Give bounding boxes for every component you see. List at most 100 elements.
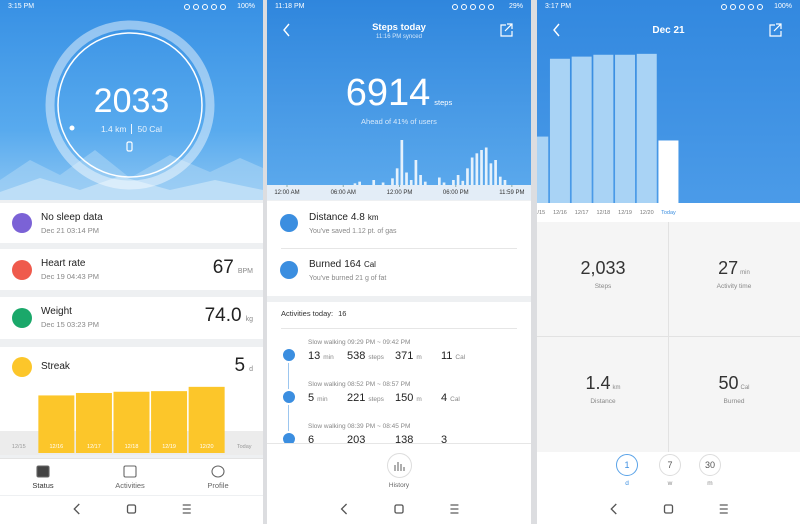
bar xyxy=(494,160,497,185)
status-icon xyxy=(757,4,763,10)
nav-bg xyxy=(537,496,800,524)
stat-value: 138 xyxy=(395,434,414,443)
stat-value: 203 xyxy=(347,434,366,443)
system-nav xyxy=(537,496,800,524)
distance-note: You've saved 1.12 pt. of gas xyxy=(309,228,397,235)
x-tick-label: 12:00 AM xyxy=(274,190,299,196)
stat-unit: steps xyxy=(368,396,384,403)
stat-value: 221 xyxy=(347,392,366,404)
bar xyxy=(151,391,188,453)
value: 4.8 xyxy=(350,212,365,223)
card-value: 67 BPM xyxy=(213,257,253,279)
nav-bg xyxy=(267,496,531,524)
steps-total: 6914 steps xyxy=(267,72,531,115)
range-button[interactable]: 7 xyxy=(659,454,681,476)
card-title: Heart rate xyxy=(41,258,86,269)
bar xyxy=(391,178,394,185)
x-tick-label: 12/19 xyxy=(618,210,632,216)
status-icon xyxy=(739,4,745,10)
history-label[interactable]: History xyxy=(388,482,410,489)
label: Activities today: xyxy=(281,309,334,318)
system-nav xyxy=(0,496,263,524)
activity-stat: 538 steps xyxy=(347,350,384,362)
unit: Cal xyxy=(363,260,376,269)
range-label[interactable]: w xyxy=(667,480,673,487)
nav-back xyxy=(610,503,617,515)
x-tick-label: 12/15 xyxy=(537,210,545,216)
screen-title: Steps today xyxy=(372,22,426,33)
bar xyxy=(442,182,446,185)
back-button xyxy=(283,23,290,37)
card-icon xyxy=(12,308,32,328)
card-time: Dec 21 03:14 PM xyxy=(41,226,99,235)
nav-back xyxy=(340,503,348,515)
card: Streak 5 d 12/15 12/16 12/17 12/18 12/19 12/20 To… xyxy=(0,347,263,455)
bar xyxy=(503,180,507,185)
stat-label: Steps xyxy=(594,283,612,290)
tab-bar: Status Activities Profile xyxy=(0,458,263,495)
range-button[interactable]: 1 xyxy=(616,454,638,476)
distance-line: Distance 4.8 km xyxy=(309,212,378,223)
bar xyxy=(593,54,614,203)
value: 5 xyxy=(234,355,246,376)
bar xyxy=(461,180,465,185)
status-icon xyxy=(220,4,226,10)
tab-glyph xyxy=(211,465,225,478)
card: Weight Dec 15 03:23 PM 74.0 kg xyxy=(0,297,263,339)
grid-line xyxy=(537,336,800,337)
card: Heart rate Dec 19 04:43 PM 67 BPM xyxy=(0,249,263,290)
value: 2,033 xyxy=(580,258,626,278)
value: 67 xyxy=(212,257,234,278)
card-title: Streak xyxy=(41,361,70,372)
stat-value: 4 xyxy=(441,392,448,404)
x-tick-label: 12/17 xyxy=(87,444,101,450)
tab-label[interactable]: Activities xyxy=(115,481,145,490)
history-button[interactable] xyxy=(387,453,412,478)
bar xyxy=(400,140,404,185)
tab-glyph xyxy=(123,465,137,478)
activity-title: Slow walking 08:52 PM ~ 08:57 PM xyxy=(308,381,411,388)
range-label[interactable]: d xyxy=(625,480,629,487)
stat-value: 371 xyxy=(395,350,414,362)
value: 50 xyxy=(718,373,739,393)
x-tick-label: 12/16 xyxy=(553,210,567,216)
x-tick-label: 12/16 xyxy=(49,444,63,450)
bar xyxy=(38,395,75,453)
card-value: 74.0 kg xyxy=(205,305,253,327)
tab-label[interactable]: Status xyxy=(32,481,54,490)
status-icon xyxy=(470,4,476,10)
bar xyxy=(438,177,441,185)
share-button xyxy=(500,23,513,37)
activity-icon xyxy=(281,389,297,405)
stat-value: 3 xyxy=(441,434,448,443)
status-icon xyxy=(193,4,199,10)
stat-unit: min xyxy=(317,396,328,403)
stat-value: 27 min xyxy=(674,258,794,279)
activity-stat: 203 xyxy=(347,434,365,443)
screen-title: Dec 21 xyxy=(652,25,685,36)
value: 27 xyxy=(718,258,739,278)
activity-stat: 5 min xyxy=(308,392,328,404)
bar xyxy=(484,147,488,185)
nav-home xyxy=(394,504,404,514)
tab-label[interactable]: Profile xyxy=(207,481,229,490)
burned-line: Burned 164 Cal xyxy=(309,259,376,270)
activity-title: Slow walking 09:29 PM ~ 09:42 PM xyxy=(308,339,411,346)
status-icon xyxy=(184,4,190,10)
status-icon xyxy=(479,4,485,10)
bar xyxy=(395,168,399,185)
bar xyxy=(414,160,418,185)
tab-icon xyxy=(36,465,50,478)
activity-stat: 138 xyxy=(395,434,413,443)
label: Distance xyxy=(309,212,348,223)
stat-unit: Cal xyxy=(455,354,466,361)
bar xyxy=(419,175,422,185)
x-tick-label: 12/17 xyxy=(575,210,589,216)
range-button[interactable]: 30 xyxy=(699,454,721,476)
step-summary: 1.4 km 50 Cal xyxy=(0,124,263,134)
x-tick-label: 12/18 xyxy=(125,444,139,450)
ring-inner xyxy=(57,32,203,178)
range-label[interactable]: m xyxy=(707,480,713,487)
stat-label: Activity time xyxy=(716,283,752,290)
